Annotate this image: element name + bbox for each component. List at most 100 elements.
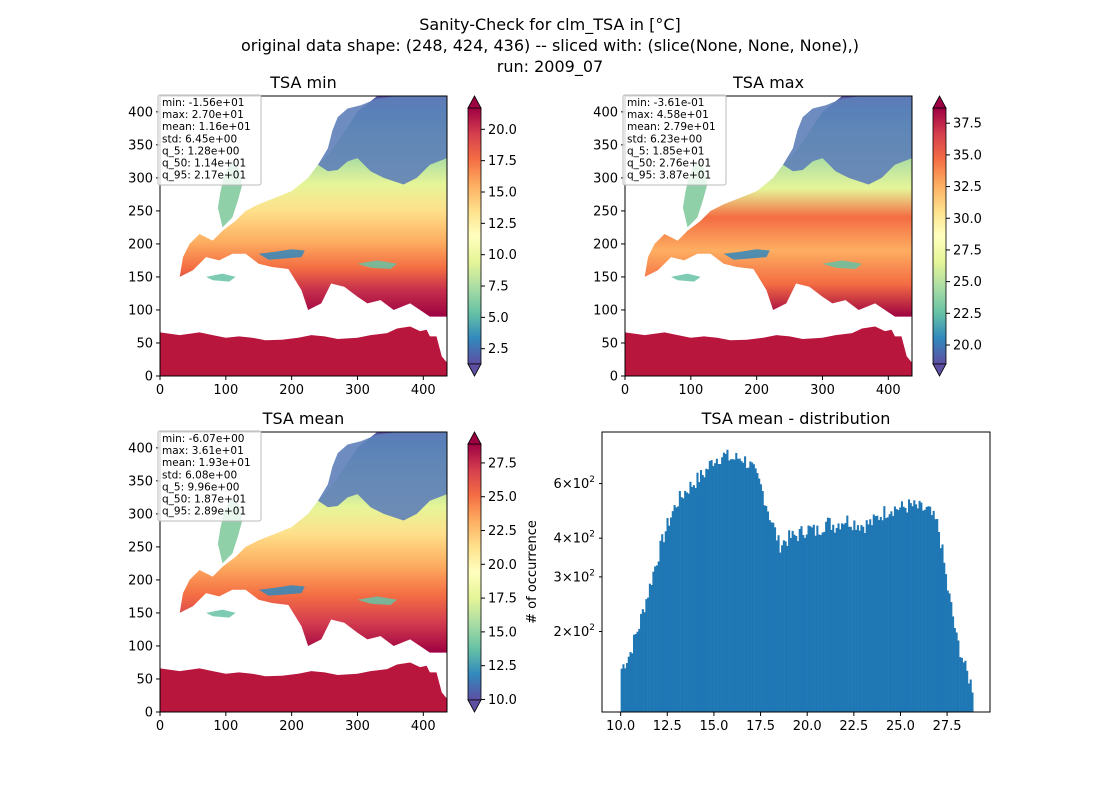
histogram-bar: [853, 520, 856, 712]
histogram-bar: [650, 584, 653, 712]
histogram-bar: [841, 523, 844, 712]
stats-box: [622, 94, 727, 186]
map-land-africa: [160, 326, 447, 376]
histogram-bar: [691, 486, 694, 712]
y-tick-label: 200: [593, 237, 618, 252]
histogram-bar: [932, 510, 935, 712]
histogram-bar: [862, 526, 865, 712]
x-tick-label: 300: [810, 383, 835, 398]
histogram-bar: [832, 524, 835, 712]
histogram-bar: [818, 534, 821, 712]
x-tick-label: 27.5: [933, 719, 962, 734]
histogram-bar: [751, 462, 754, 712]
histogram-bar: [625, 663, 628, 712]
stats-line: q_95: 2.89e+01: [162, 506, 246, 518]
x-tick-label: 20.0: [793, 719, 822, 734]
histogram-bar: [849, 526, 852, 712]
histogram-bar: [756, 473, 759, 712]
histogram-bar: [855, 529, 858, 712]
histogram-bar: [728, 460, 731, 712]
histogram-bar: [795, 535, 798, 712]
histogram-bar: [659, 540, 662, 712]
histogram-bar: [922, 510, 925, 712]
y-tick-label: 250: [128, 204, 153, 219]
histogram-bar: [874, 516, 877, 712]
stats-line: q_50: 1.87e+01: [162, 494, 246, 506]
histogram-bar: [904, 507, 907, 712]
stats-line: mean: 1.16e+01: [162, 121, 251, 133]
histogram-bar: [846, 515, 849, 712]
y-tick-label: 3×102: [554, 568, 595, 585]
y-tick-label: 0: [145, 706, 153, 721]
map-panel-1: TSA max 0 100 200 300 400 0 50 100 150 200 250 300 35…: [593, 73, 982, 398]
stats-line: max: 3.61e+01: [162, 445, 244, 457]
y-tick-label: 400: [128, 105, 153, 120]
histogram-bar: [837, 523, 840, 712]
histogram-bar: [779, 552, 782, 712]
histogram-panel: TSA mean - distribution 10.0 12.5 15.0 17.5 2…: [525, 409, 991, 734]
histogram-bar: [819, 535, 822, 712]
histogram-bar: [721, 457, 724, 712]
x-tick-label: 200: [279, 383, 304, 398]
histogram-bar: [835, 528, 838, 712]
colorbar: 20.0 22.5 25.0 27.5 30.0 32.5 35.0 37.5: [932, 95, 982, 377]
histogram-bar: [839, 529, 842, 712]
map-title: TSA mean: [262, 409, 345, 428]
histogram-bar: [890, 511, 893, 712]
histogram-bar: [678, 490, 681, 712]
histogram-bar: [643, 612, 646, 712]
histogram-bar: [624, 668, 627, 712]
histogram-bar: [802, 535, 805, 712]
histogram-bar: [689, 481, 692, 712]
colorbar-tick-label: 17.5: [488, 592, 517, 607]
map-axes-frame: [159, 95, 448, 377]
histogram-bar: [860, 525, 863, 712]
y-tick-exponent: 2: [589, 568, 595, 578]
histogram-bar: [796, 541, 799, 712]
colorbar-tick-label: 17.5: [488, 154, 517, 169]
histogram-bar: [701, 475, 704, 712]
histogram-bar: [724, 453, 727, 712]
histogram-bar: [826, 517, 829, 712]
map-mountain-band: [258, 585, 305, 596]
histogram-bar: [911, 506, 914, 712]
colorbar-extend-top: [467, 95, 482, 109]
stats-line: q_5: 1.85e+01: [627, 145, 704, 157]
x-tick-label: 22.5: [839, 719, 868, 734]
y-tick-label: 100: [128, 639, 153, 654]
y-tick-label: 350: [128, 138, 153, 153]
histogram-bar: [638, 628, 641, 712]
colorbar-body: [467, 107, 482, 365]
histogram-bar: [715, 458, 718, 712]
figure-title: Sanity-Check for clm_TSA in [°C]: [419, 15, 681, 35]
histogram-bar: [881, 520, 884, 712]
histogram-bar: [964, 660, 967, 712]
histogram-bar: [807, 525, 810, 712]
histogram-bar: [920, 502, 923, 712]
colorbar-tick-label: 12.5: [488, 217, 517, 232]
map-mountain-band: [671, 273, 701, 282]
map-title: TSA max: [732, 73, 804, 92]
histogram-bar: [828, 518, 831, 712]
histogram-bar: [842, 524, 845, 712]
histogram-bar: [825, 521, 828, 712]
histogram-bar: [897, 510, 900, 712]
histogram-bar: [885, 518, 888, 712]
map-mountain-band: [822, 260, 862, 269]
histogram-bar: [627, 656, 630, 712]
histogram-bar: [717, 463, 720, 712]
map-mountain-band: [723, 249, 770, 260]
histogram-bar: [858, 530, 861, 712]
histogram-bar: [744, 456, 747, 712]
y-tick-label: 50: [136, 336, 153, 351]
stats-line: std: 6.45e+00: [162, 133, 237, 145]
histogram-bar: [629, 652, 632, 712]
histogram-bar: [726, 449, 729, 712]
x-tick-label: 0: [156, 719, 164, 734]
map-mountain-band: [357, 596, 397, 605]
histogram-bar: [749, 461, 752, 712]
colorbar-tick-label: 22.5: [488, 524, 517, 539]
y-tick-label: 4×102: [554, 530, 595, 547]
histogram-bar: [772, 522, 775, 712]
